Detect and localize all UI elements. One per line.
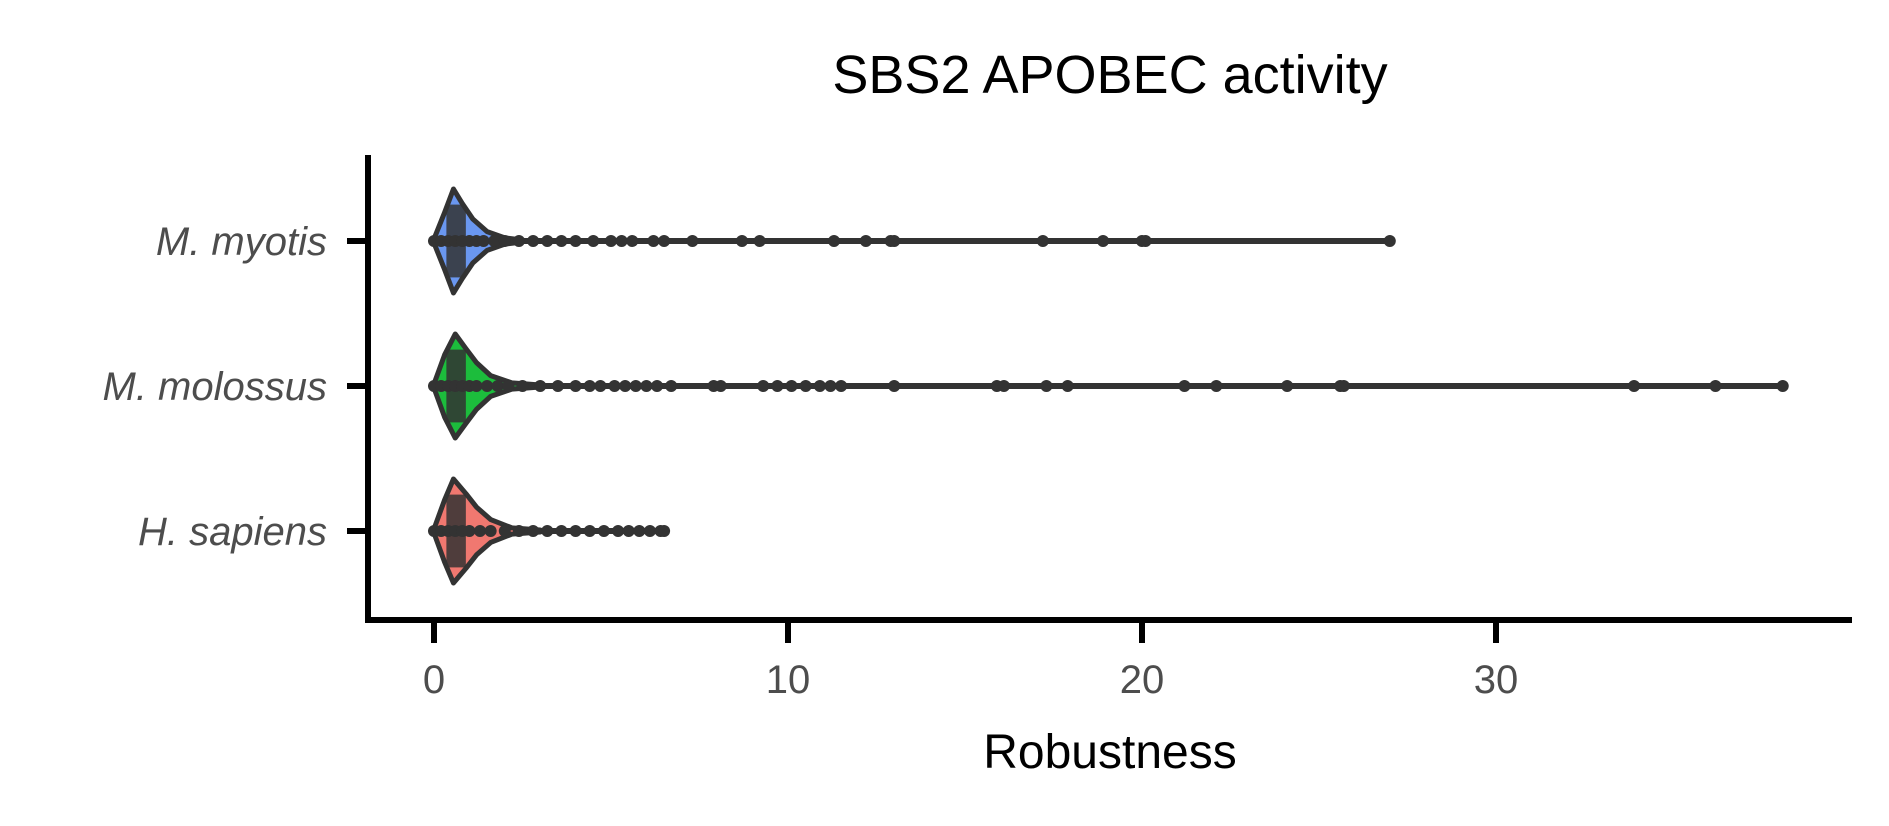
- data-point: [888, 235, 901, 247]
- data-point: [481, 380, 494, 392]
- data-point: [470, 380, 483, 392]
- data-point: [608, 380, 621, 392]
- data-point: [643, 525, 656, 537]
- data-point: [541, 235, 554, 247]
- data-point: [612, 525, 625, 537]
- data-point: [824, 380, 837, 392]
- data-point: [527, 235, 540, 247]
- data-point: [658, 525, 671, 537]
- data-point: [1337, 380, 1350, 392]
- series-h-sapiens: [428, 476, 671, 586]
- data-point: [771, 380, 784, 392]
- x-tick-label: 30: [1474, 658, 1519, 702]
- data-point: [569, 380, 582, 392]
- data-point: [555, 525, 568, 537]
- data-point: [633, 525, 646, 537]
- data-point: [534, 380, 547, 392]
- data-point: [484, 525, 497, 537]
- data-point: [502, 380, 515, 392]
- data-point: [583, 525, 596, 537]
- x-axis: 0 10 20 30: [423, 620, 1518, 702]
- data-point: [491, 380, 504, 392]
- data-point: [498, 525, 511, 537]
- data-point: [605, 235, 617, 247]
- y-tick-label: M. myotis: [156, 220, 327, 264]
- data-point: [888, 380, 901, 392]
- data-point: [622, 525, 635, 537]
- x-tick-label: 0: [423, 658, 445, 702]
- plot-area: [428, 186, 1789, 586]
- x-axis-label: Robustness: [983, 726, 1236, 779]
- data-point: [477, 235, 490, 247]
- data-point: [1061, 380, 1074, 392]
- data-point: [640, 380, 653, 392]
- data-point: [463, 525, 476, 537]
- data-point: [619, 380, 632, 392]
- data-point: [569, 235, 582, 247]
- data-point: [597, 525, 610, 537]
- data-point: [527, 525, 540, 537]
- data-point: [629, 380, 642, 392]
- data-point: [1139, 235, 1152, 247]
- data-point: [569, 525, 582, 537]
- data-point: [551, 380, 564, 392]
- data-point: [835, 380, 848, 392]
- data-point: [1776, 380, 1789, 392]
- data-point: [714, 380, 727, 392]
- data-point: [1210, 380, 1223, 392]
- data-point: [498, 235, 511, 247]
- y-axis: M. myotis M. molossus H. sapiens: [103, 220, 368, 554]
- data-point: [1040, 380, 1053, 392]
- data-point: [474, 525, 487, 537]
- data-point: [813, 380, 826, 392]
- data-point: [594, 380, 607, 392]
- data-point: [735, 235, 748, 247]
- data-point: [1709, 380, 1722, 392]
- data-point: [615, 235, 628, 247]
- data-point: [658, 235, 671, 247]
- data-point: [828, 235, 841, 247]
- data-point: [583, 380, 596, 392]
- y-tick-label: M. molossus: [103, 365, 328, 409]
- data-point: [1383, 235, 1396, 247]
- data-point: [1178, 380, 1191, 392]
- data-point: [757, 380, 770, 392]
- data-point: [665, 380, 678, 392]
- data-point: [647, 235, 660, 247]
- x-tick-label: 10: [766, 658, 811, 702]
- data-point: [753, 235, 766, 247]
- data-point: [541, 525, 554, 537]
- chart-title: SBS2 APOBEC activity: [832, 45, 1387, 105]
- data-point: [1036, 235, 1049, 247]
- data-point: [785, 380, 798, 392]
- data-point: [997, 380, 1010, 392]
- y-tick-label: H. sapiens: [138, 510, 327, 554]
- x-tick-label: 20: [1120, 658, 1165, 702]
- data-point: [512, 235, 525, 247]
- data-point: [1628, 380, 1641, 392]
- data-point: [516, 380, 529, 392]
- data-point: [686, 235, 699, 247]
- data-point: [587, 235, 600, 247]
- data-point: [488, 235, 501, 247]
- data-point: [626, 235, 639, 247]
- data-point: [859, 235, 872, 247]
- data-point: [799, 380, 812, 392]
- data-point: [651, 380, 664, 392]
- data-point: [1097, 235, 1110, 247]
- data-point: [1281, 380, 1294, 392]
- series-m-myotis: [428, 186, 1396, 296]
- data-point: [512, 525, 525, 537]
- series-m-molossus: [428, 331, 1789, 441]
- data-point: [555, 235, 568, 247]
